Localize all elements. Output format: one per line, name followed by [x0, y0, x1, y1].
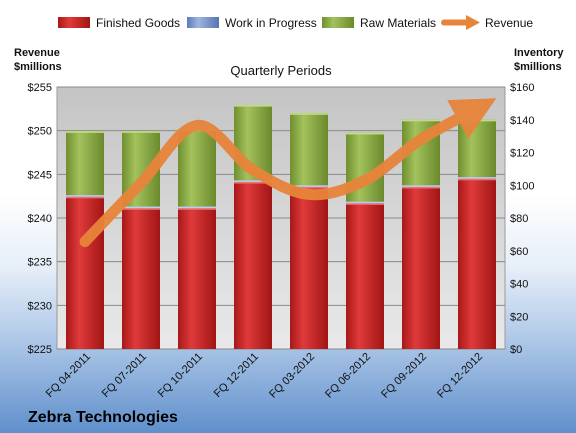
bar-finished-goods — [458, 178, 496, 349]
bar-work-in-progress-top-edge — [402, 185, 440, 187]
bar-raw-materials-top-edge — [234, 105, 272, 107]
x-tick-label: FQ 09-2012 — [379, 351, 429, 401]
company-name: Zebra Technologies — [28, 409, 178, 426]
right-tick-label: $120 — [510, 148, 534, 160]
bar-finished-goods — [234, 181, 272, 349]
bar-finished-goods-top-edge — [402, 186, 440, 189]
bar-raw-materials — [290, 113, 328, 186]
bar-finished-goods-top-edge — [290, 186, 328, 189]
right-tick-label: $80 — [510, 213, 528, 225]
right-tick-label: $60 — [510, 246, 528, 258]
left-axis-title-line1: Revenue — [14, 47, 60, 59]
bar-finished-goods — [346, 203, 384, 349]
bar-work-in-progress-top-edge — [178, 206, 216, 209]
bar-finished-goods — [178, 208, 216, 349]
bar-work-in-progress-top-edge — [122, 206, 160, 209]
bar-work-in-progress-top-edge — [458, 177, 496, 179]
right-tick-label: $160 — [510, 82, 534, 94]
legend-label-work-in-progress: Work in Progress — [225, 16, 317, 30]
legend-arrow-revenue-icon — [466, 15, 480, 30]
bar-raw-materials — [178, 129, 216, 207]
x-tick-label: FQ 04-2011 — [44, 351, 93, 400]
legend-label-raw-materials: Raw Materials — [360, 16, 436, 30]
left-tick-label: $225 — [28, 344, 52, 356]
bar-raw-materials-top-edge — [402, 119, 440, 122]
left-tick-label: $235 — [28, 257, 52, 269]
x-axis-ticks: FQ 04-2011 FQ 07-2011 FQ 10-2011 FQ 12-2011… — [44, 351, 485, 401]
legend-swatch-raw-materials — [322, 17, 354, 28]
legend-label-finished-goods: Finished Goods — [96, 16, 180, 30]
right-axis-title-line2: $millions — [514, 61, 562, 73]
bar-finished-goods-top-edge — [234, 181, 272, 184]
right-tick-label: $20 — [510, 311, 528, 323]
left-axis-title-line2: $millions — [14, 61, 62, 73]
x-tick-label: FQ 03-2012 — [267, 351, 317, 401]
revenue-line — [79, 98, 497, 248]
plot-title: Quarterly Periods — [230, 63, 332, 78]
bar-finished-goods-top-edge — [458, 178, 496, 181]
legend-swatch-work-in-progress — [187, 17, 219, 28]
bar-work-in-progress-top-edge — [234, 180, 272, 182]
bar-raw-materials — [66, 131, 104, 196]
x-tick-label: FQ 12-2012 — [435, 351, 485, 401]
right-tick-label: $40 — [510, 279, 528, 291]
right-tick-label: $140 — [510, 115, 534, 127]
bar-finished-goods — [290, 186, 328, 349]
bar-work-in-progress-top-edge — [290, 185, 328, 187]
bar-finished-goods-top-edge — [66, 196, 104, 199]
right-axis-ticks: $0 $20 $40 $60 $80 $100 $120 $140 $160 — [510, 82, 534, 356]
left-tick-label: $245 — [28, 169, 52, 181]
bar-finished-goods — [402, 186, 440, 349]
left-tick-label: $250 — [28, 126, 52, 138]
legend-label-revenue: Revenue — [485, 16, 533, 30]
left-axis-ticks: $225 $230 $235 $240 $245 $250 $255 — [28, 82, 52, 356]
x-tick-label: FQ 07-2011 — [100, 351, 149, 400]
bar-finished-goods — [66, 196, 104, 349]
bar-raw-materials — [458, 119, 496, 178]
x-tick-label: FQ 10-2011 — [156, 351, 205, 400]
bar-finished-goods-top-edge — [178, 208, 216, 210]
right-tick-label: $100 — [510, 180, 534, 192]
left-tick-label: $230 — [28, 300, 52, 312]
legend-swatch-finished-goods — [58, 17, 90, 28]
left-tick-label: $240 — [28, 213, 52, 225]
bar-finished-goods — [122, 208, 160, 349]
x-tick-label: FQ 12-2011 — [212, 351, 261, 400]
bar-raw-materials-top-edge — [66, 131, 104, 133]
right-tick-label: $0 — [510, 344, 522, 356]
bar-work-in-progress-top-edge — [66, 195, 104, 197]
bar-work-in-progress-top-edge — [346, 201, 384, 204]
bar-raw-materials-top-edge — [122, 131, 160, 133]
bar-finished-goods-top-edge — [346, 203, 384, 205]
bar-raw-materials-top-edge — [346, 132, 384, 135]
x-tick-label: FQ 06-2012 — [323, 351, 373, 401]
right-axis-title-line1: Inventory — [514, 47, 564, 59]
bar-finished-goods-top-edge — [122, 208, 160, 210]
bar-raw-materials-top-edge — [290, 113, 328, 115]
legend: Finished Goods Work in Progress Raw Mate… — [58, 15, 533, 30]
left-tick-label: $255 — [28, 82, 52, 94]
